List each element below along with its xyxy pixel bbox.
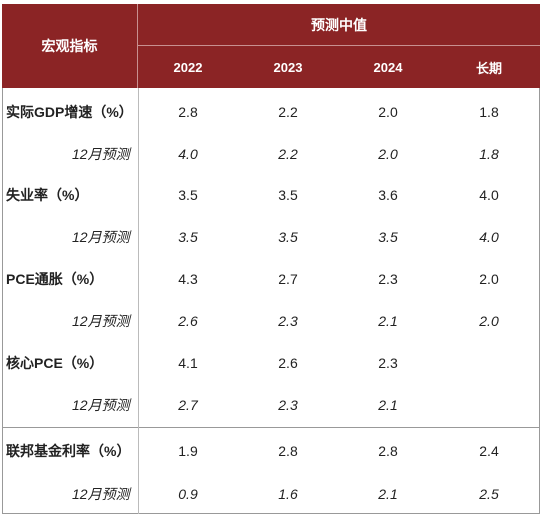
- value-cell: 4.1: [178, 355, 198, 371]
- value-cell: 2.1: [378, 313, 398, 329]
- value-cell: 2.0: [479, 271, 499, 287]
- value-cell: 2.0: [378, 104, 398, 120]
- table-row: PCE通胀（%） 4.3 2.7 2.3 2.0: [2, 258, 540, 300]
- column-header-2024: 2024: [373, 59, 403, 75]
- value-cell: [438, 342, 540, 384]
- value-cell: 2.5: [479, 486, 499, 502]
- value-cell: 2.1: [378, 486, 398, 502]
- group-header-cell: 预测中值: [138, 4, 540, 46]
- table-row-sub: 12月预测 3.5 3.5 3.5 4.0: [2, 216, 540, 258]
- value-cell: 3.5: [278, 187, 298, 203]
- column-divider: [138, 88, 139, 514]
- table-row: 失业率（%） 3.5 3.5 3.6 4.0: [2, 174, 540, 216]
- table-header: 宏观指标 预测中值 2022 2023 2024 长期: [2, 4, 540, 88]
- value-cell: 2.4: [479, 443, 499, 459]
- table-row: 联邦基金利率（%） 1.9 2.8 2.8 2.4: [2, 428, 540, 474]
- row-label: 实际GDP增速（%）: [6, 104, 133, 120]
- value-cell: 2.0: [378, 146, 398, 162]
- row-sub-label: 12月预测: [72, 146, 130, 162]
- value-cell: 1.8: [479, 146, 499, 162]
- value-cell: 3.5: [178, 229, 198, 245]
- row-sub-label: 12月预测: [72, 229, 130, 245]
- value-cell: 2.6: [278, 355, 298, 371]
- value-cell: 0.9: [178, 486, 198, 502]
- value-cell: 3.6: [378, 187, 398, 203]
- value-cell: 2.1: [378, 397, 398, 413]
- row-label: 核心PCE（%）: [6, 355, 104, 371]
- row-header-cell: 宏观指标: [2, 4, 138, 88]
- value-cell: 2.7: [278, 271, 298, 287]
- value-cell: 2.8: [378, 443, 398, 459]
- value-cell: 4.0: [479, 187, 499, 203]
- value-cell: 2.8: [178, 104, 198, 120]
- value-cell: 4.3: [178, 271, 198, 287]
- value-cell: 1.9: [178, 443, 198, 459]
- column-header-2022: 2022: [173, 59, 203, 75]
- value-cell: 2.3: [378, 355, 398, 371]
- value-cell: 2.0: [479, 313, 499, 329]
- value-cell: 2.3: [278, 397, 298, 413]
- column-header-long-run: 长期: [475, 60, 502, 76]
- row-sub-label: 12月预测: [72, 313, 130, 329]
- row-sub-label: 12月预测: [72, 486, 130, 502]
- row-label: PCE通胀（%）: [6, 271, 104, 287]
- table-row-sub: 12月预测 4.0 2.2 2.0 1.8: [2, 134, 540, 174]
- value-cell: 3.5: [178, 187, 198, 203]
- row-sub-label: 12月预测: [72, 397, 130, 413]
- table-row-sub: 12月预测 2.7 2.3 2.1: [2, 384, 540, 426]
- value-cell: 4.0: [178, 146, 198, 162]
- value-cell: 2.8: [278, 443, 298, 459]
- row-label: 联邦基金利率（%）: [6, 443, 131, 459]
- table-row-sub: 12月预测 0.9 1.6 2.1 2.5: [2, 474, 540, 514]
- value-cell: 2.2: [278, 104, 298, 120]
- table-row: 核心PCE（%） 4.1 2.6 2.3: [2, 342, 540, 384]
- value-cell: 1.8: [479, 104, 499, 120]
- row-label: 失业率（%）: [6, 187, 89, 203]
- value-cell: 1.6: [278, 486, 298, 502]
- value-cell: 2.3: [378, 271, 398, 287]
- section-divider: [2, 427, 540, 428]
- value-cell: 4.0: [479, 229, 499, 245]
- value-cell: 2.3: [278, 313, 298, 329]
- table-row-sub: 12月预测 2.6 2.3 2.1 2.0: [2, 300, 540, 342]
- value-cell: 2.7: [178, 397, 198, 413]
- value-cell: 3.5: [378, 229, 398, 245]
- value-cell: 3.5: [278, 229, 298, 245]
- value-cell: 2.6: [178, 313, 198, 329]
- value-cell: 2.2: [278, 146, 298, 162]
- column-header-2023: 2023: [273, 59, 303, 75]
- value-cell: [438, 384, 540, 426]
- table-row: 实际GDP增速（%） 2.8 2.2 2.0 1.8: [2, 90, 540, 134]
